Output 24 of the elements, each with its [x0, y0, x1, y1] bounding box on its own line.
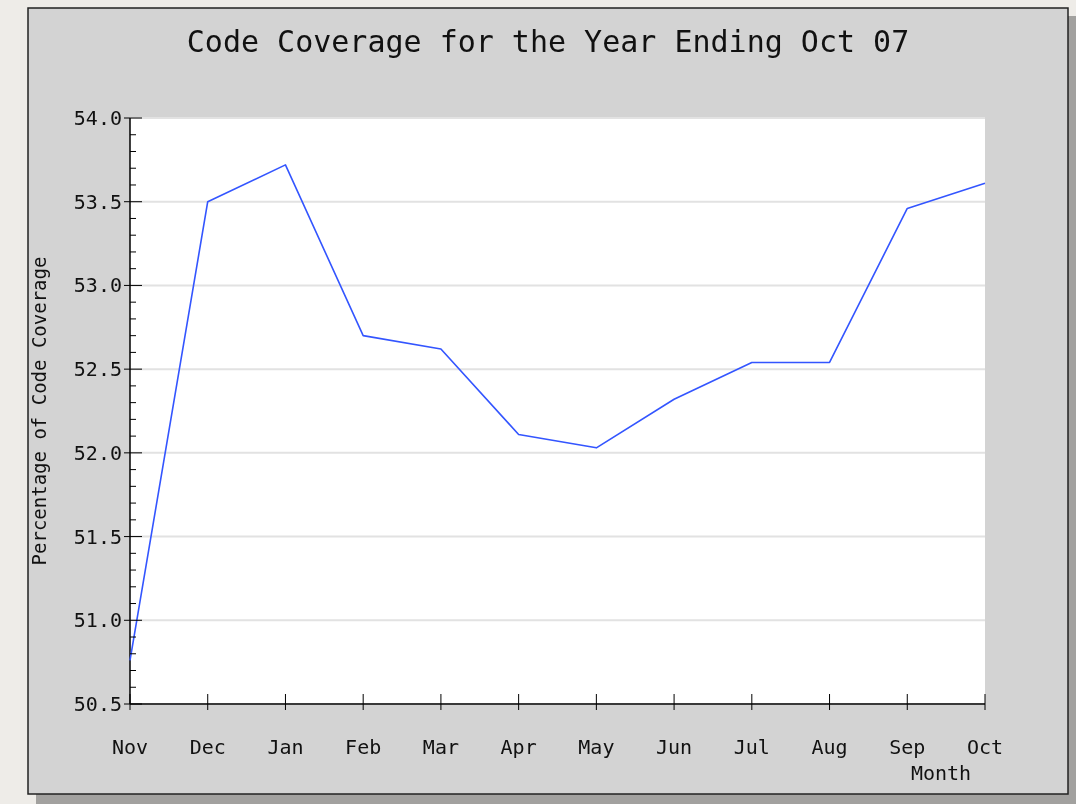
y-tick-label: 53.0: [73, 273, 122, 298]
y-tick-label: 51.5: [73, 524, 122, 549]
x-tick-label: Mar: [422, 735, 459, 759]
x-tick-label: Jun: [656, 735, 693, 759]
y-tick-label: 50.5: [73, 692, 122, 716]
x-tick-label: Nov: [111, 735, 149, 759]
y-tick-label: 51.0: [73, 608, 122, 633]
y-tick-label: 53.5: [73, 189, 122, 214]
x-tick-label: Jul: [733, 735, 770, 759]
x-axis-title: Month: [910, 761, 972, 785]
x-tick-label: Jan: [267, 735, 304, 759]
y-axis-title: Percentage of Code Coverage: [28, 256, 50, 566]
x-tick-label: Oct: [966, 735, 1004, 759]
y-tick-label: 54.0: [73, 106, 122, 130]
chart-title: Code Coverage for the Year Ending Oct 07: [186, 24, 910, 59]
x-tick-label: Sep: [889, 735, 926, 759]
x-tick-label: May: [578, 735, 615, 759]
line-series: [129, 164, 986, 662]
y-tick-label: 52.5: [73, 357, 122, 382]
x-tick-label: Aug: [811, 735, 848, 759]
x-tick-label: Feb: [345, 735, 382, 759]
x-tick-label: Apr: [500, 735, 537, 759]
x-tick-label: Dec: [189, 735, 226, 759]
y-tick-label: 52.0: [73, 440, 122, 465]
